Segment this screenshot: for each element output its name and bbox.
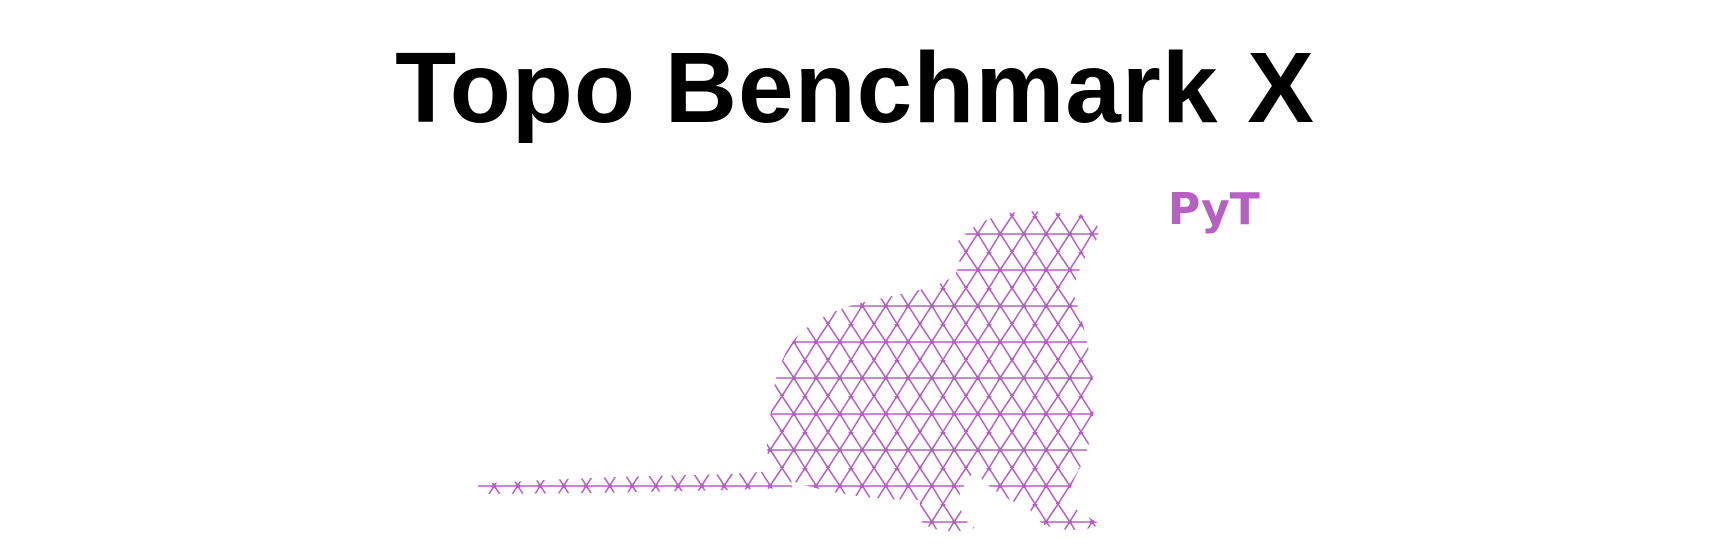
- pyt-badge: PyT: [1168, 184, 1260, 235]
- page-title: Topo Benchmark X: [395, 32, 1315, 144]
